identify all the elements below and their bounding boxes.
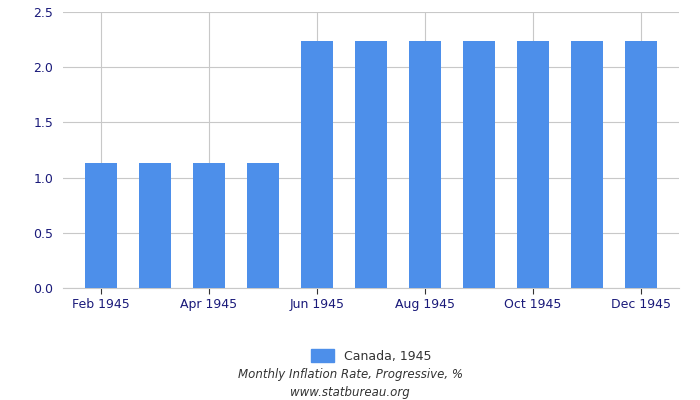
- Bar: [463, 41, 496, 288]
- Bar: [409, 41, 441, 288]
- Text: www.statbureau.org: www.statbureau.org: [290, 386, 410, 399]
- Bar: [355, 41, 387, 288]
- Legend: Canada, 1945: Canada, 1945: [306, 344, 436, 368]
- Text: Monthly Inflation Rate, Progressive, %: Monthly Inflation Rate, Progressive, %: [237, 368, 463, 381]
- Bar: [193, 163, 225, 288]
- Bar: [246, 163, 279, 288]
- Bar: [85, 163, 117, 288]
- Bar: [625, 41, 657, 288]
- Bar: [301, 41, 333, 288]
- Bar: [571, 41, 603, 288]
- Bar: [139, 163, 171, 288]
- Bar: [517, 41, 550, 288]
